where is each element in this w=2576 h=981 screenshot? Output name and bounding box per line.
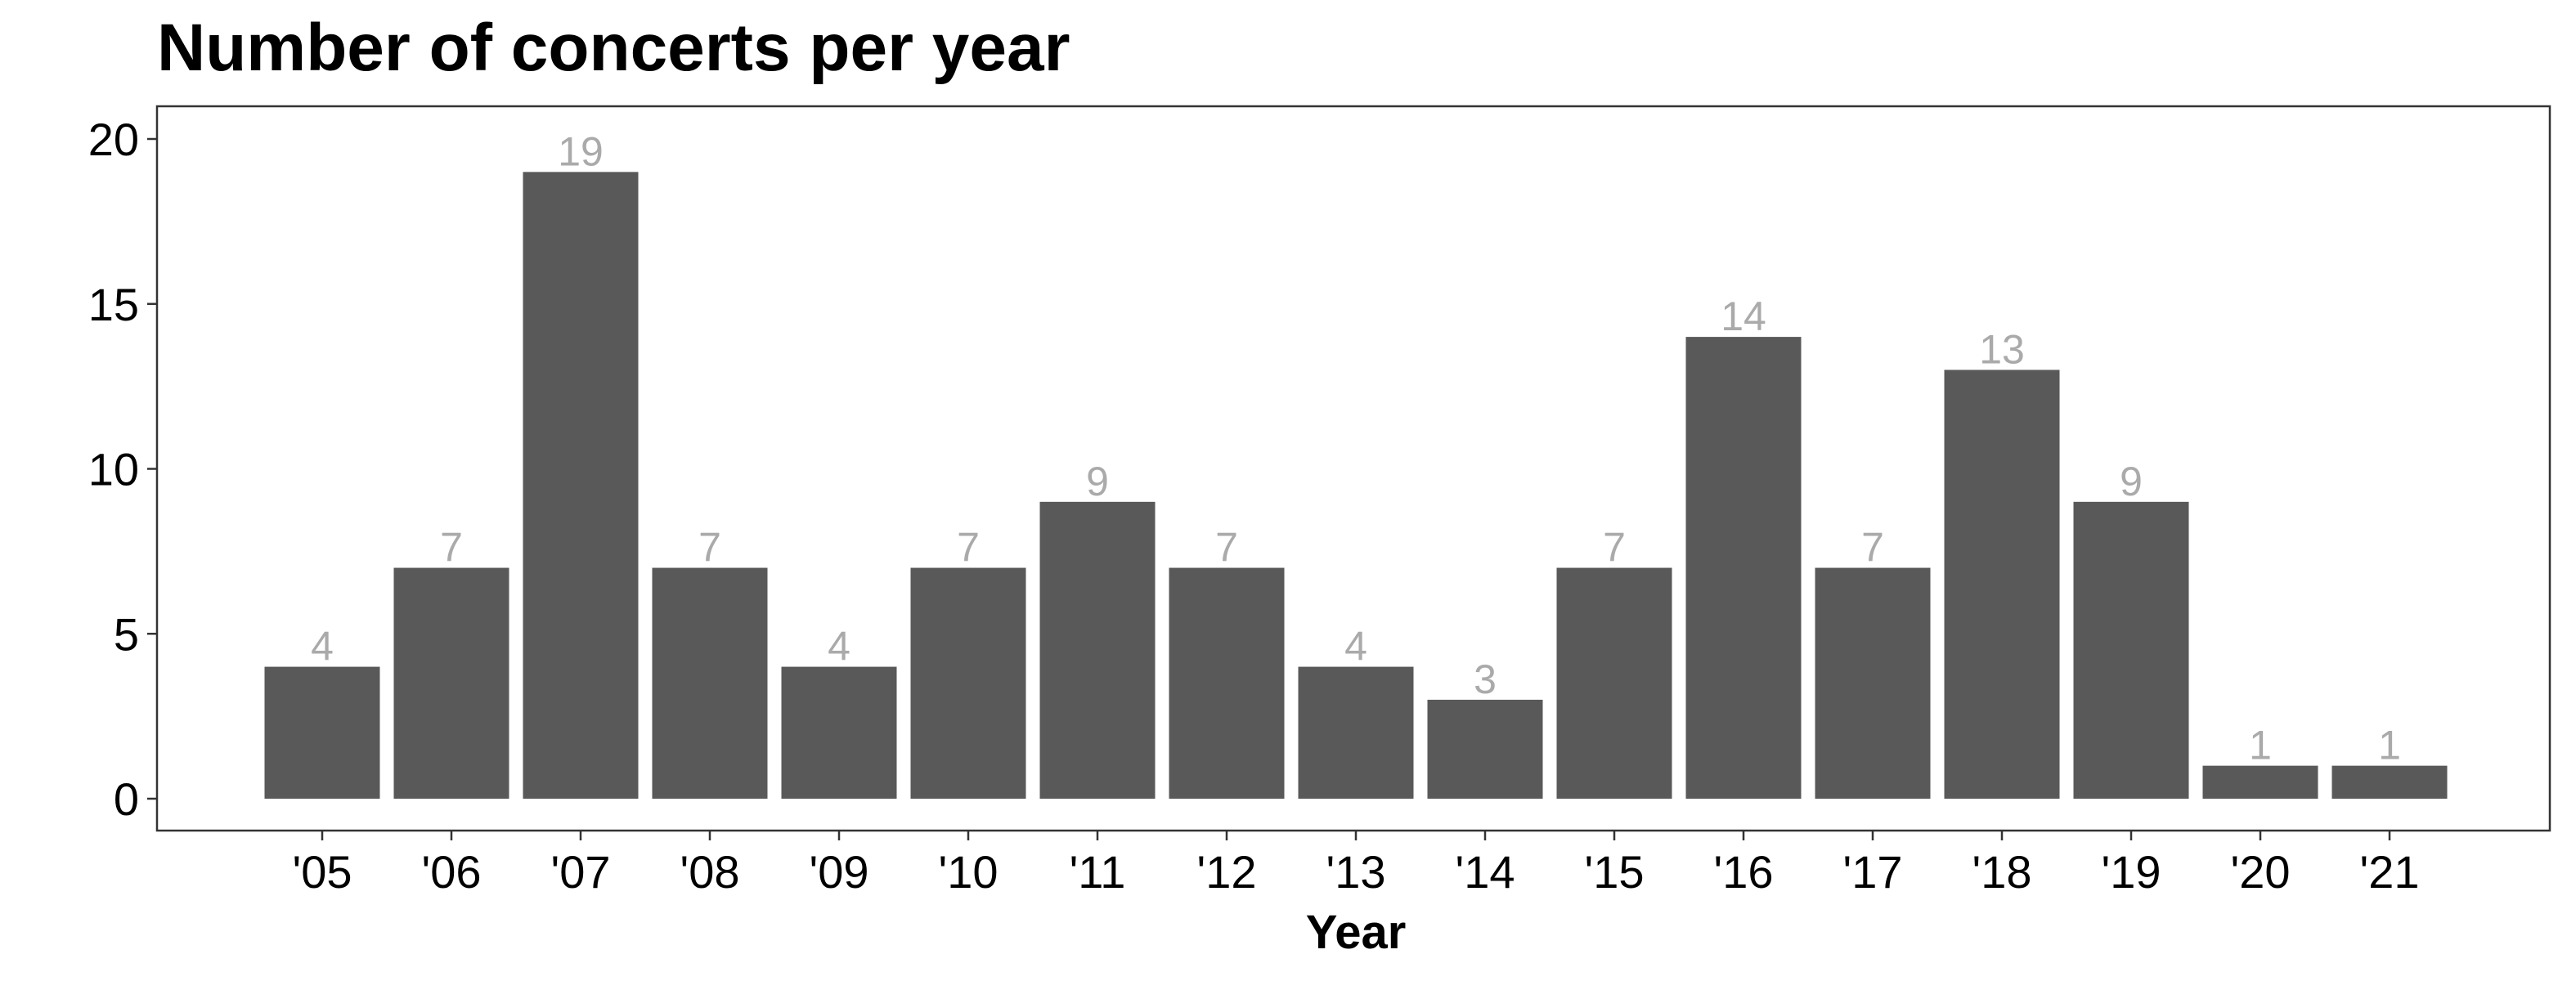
chart-title: Number of concerts per year xyxy=(157,11,1070,85)
y-axis: 0 5 10 15 20 xyxy=(88,114,157,825)
x-tick-label: '20 xyxy=(2231,846,2291,898)
bar xyxy=(1169,567,1285,799)
bar-value-label: 4 xyxy=(311,624,334,670)
x-tick-label: '16 xyxy=(1714,846,1774,898)
bar-value-label: 7 xyxy=(440,525,463,571)
x-tick-label: '05 xyxy=(293,846,352,898)
x-tick-label: '08 xyxy=(680,846,740,898)
bar-value-label: 7 xyxy=(698,525,721,571)
bar xyxy=(2202,765,2318,799)
bar xyxy=(1556,567,1672,799)
x-tick-label: '19 xyxy=(2102,846,2161,898)
bar xyxy=(910,567,1026,799)
bar-value-label: 7 xyxy=(1215,525,1238,571)
bar xyxy=(1298,666,1414,799)
x-tick-label: '18 xyxy=(1972,846,2032,898)
bar-value-label: 9 xyxy=(1086,459,1109,504)
bar xyxy=(1685,337,1802,800)
x-axis-title: Year xyxy=(1306,906,1407,959)
x-tick-label: '11 xyxy=(1070,846,1126,898)
bar xyxy=(1944,370,2060,799)
y-tick-label: 20 xyxy=(88,114,139,165)
bar xyxy=(393,567,509,799)
x-tick-label: '15 xyxy=(1585,846,1645,898)
bar-value-label: 4 xyxy=(828,624,850,670)
bar xyxy=(781,666,897,799)
x-tick-label: '21 xyxy=(2360,846,2420,898)
x-tick-label: '09 xyxy=(810,846,869,898)
bar xyxy=(523,172,639,800)
x-tick-label: '07 xyxy=(551,846,611,898)
y-tick-label: 10 xyxy=(88,444,139,495)
bar-value-label: 1 xyxy=(2249,723,2272,768)
bar xyxy=(2331,765,2448,799)
x-tick-label: '10 xyxy=(939,846,999,898)
x-tick-label: '06 xyxy=(422,846,482,898)
bar-value-label: 14 xyxy=(1721,293,1766,339)
bar-value-label: 7 xyxy=(1861,525,1884,571)
bar-value-label: 9 xyxy=(2120,459,2143,504)
x-axis: '05 '06 '07 '08 '09 '10 '11 '12 '13 '14 '15 '16 '17 '… xyxy=(293,831,2420,898)
bar-value-label: 4 xyxy=(1344,624,1367,670)
bar xyxy=(1815,567,1931,799)
bar xyxy=(2073,501,2189,799)
y-tick-label: 0 xyxy=(114,773,139,825)
y-tick-label: 15 xyxy=(88,279,139,330)
x-tick-label: '13 xyxy=(1326,846,1386,898)
bars-group xyxy=(264,172,2448,800)
x-tick-label: '12 xyxy=(1197,846,1257,898)
bar xyxy=(1039,501,1156,799)
data-labels-group: 4 7 19 7 4 7 9 7 4 3 7 14 7 13 9 1 1 xyxy=(311,128,2401,768)
y-tick-label: 5 xyxy=(114,608,139,660)
bar-value-label: 7 xyxy=(957,525,980,571)
bar-value-label: 1 xyxy=(2378,723,2401,768)
bar-value-label: 19 xyxy=(558,128,604,174)
bar xyxy=(264,666,380,799)
bar xyxy=(652,567,768,799)
x-tick-label: '14 xyxy=(1456,846,1515,898)
x-tick-label: '17 xyxy=(1843,846,1903,898)
bar-value-label: 7 xyxy=(1603,525,1626,571)
bar-value-label: 13 xyxy=(1979,326,2025,372)
bar xyxy=(1427,699,1543,799)
bar-value-label: 3 xyxy=(1474,656,1497,702)
